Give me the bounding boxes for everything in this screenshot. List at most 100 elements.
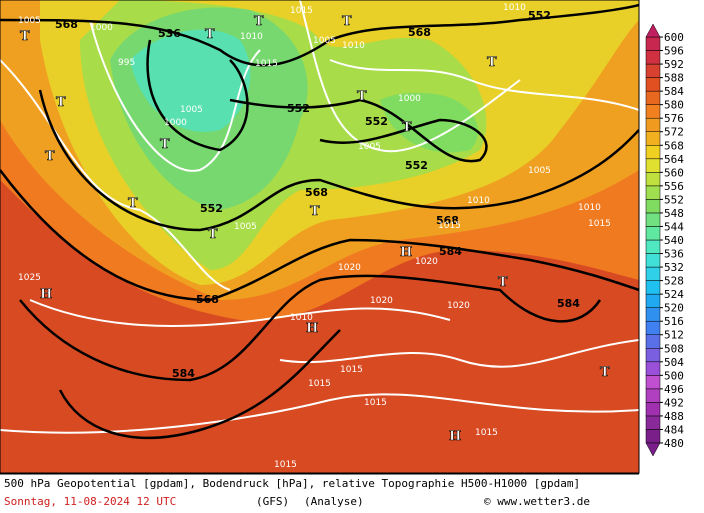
colorbar-label: 520 — [664, 302, 684, 315]
geopotential-label: 568 — [305, 186, 328, 199]
pressure-center: T — [45, 149, 55, 164]
colorbar-arrow — [645, 442, 661, 457]
isobar-label: 1010 — [240, 32, 263, 42]
pressure-center: T — [254, 14, 264, 29]
colorbar-segment — [645, 63, 661, 78]
colorbar-segment — [645, 375, 661, 390]
isobar-label: 1010 — [290, 313, 313, 323]
colorbar-label: 516 — [664, 315, 684, 328]
colorbar-label: 572 — [664, 126, 684, 139]
isobar-label: 1010 — [467, 196, 490, 206]
colorbar-segment — [645, 212, 661, 227]
colorbar-label: 480 — [664, 437, 684, 450]
colorbar-label: 504 — [664, 356, 684, 369]
isobar-label: 1015 — [588, 219, 611, 229]
isobar-label: 1015 — [274, 460, 297, 470]
colorbar-segment — [645, 320, 661, 335]
colorbar-label: 600 — [664, 31, 684, 44]
colorbar-label: 580 — [664, 99, 684, 112]
geopotential-label: 568 — [436, 214, 459, 227]
isobar-label: 1020 — [338, 263, 361, 273]
colorbar: 4804844884924965005045085125165205245285… — [645, 23, 684, 457]
geopotential-label: 584 — [557, 297, 580, 310]
isobar-label: 1005 — [528, 166, 551, 176]
colorbar-label: 552 — [664, 193, 684, 206]
colorbar-label: 544 — [664, 220, 684, 233]
isobar-label: 1015 — [340, 365, 363, 375]
isobar-label: 1005 — [180, 105, 203, 115]
colorbar-segment — [645, 172, 661, 187]
pressure-center: H — [400, 245, 412, 260]
colorbar-label: 528 — [664, 275, 684, 288]
pressure-center: T — [56, 95, 66, 110]
colorbar-label: 560 — [664, 166, 684, 179]
isobar-label: 1015 — [475, 428, 498, 438]
geopotential-label: 552 — [287, 102, 310, 115]
pressure-center: T — [20, 29, 30, 44]
colorbar-label: 500 — [664, 369, 684, 382]
colorbar-label: 548 — [664, 207, 684, 220]
colorbar-segment — [645, 90, 661, 105]
pressure-center: T — [600, 365, 610, 380]
isobar-label: 1015 — [438, 221, 461, 231]
geopotential-label: 552 — [405, 159, 428, 172]
colorbar-segment — [645, 226, 661, 241]
colorbar-label: 576 — [664, 112, 684, 125]
colorbar-segment — [645, 131, 661, 146]
isobar-label: 1000 — [90, 23, 113, 33]
colorbar-segment — [645, 117, 661, 132]
colorbar-segment — [645, 334, 661, 349]
colorbar-segment — [645, 266, 661, 281]
colorbar-arrow — [645, 23, 661, 38]
colorbar-label: 564 — [664, 153, 684, 166]
isobar-label: 1000 — [164, 118, 187, 128]
colorbar-segment — [645, 307, 661, 322]
geopotential-label: 568 — [55, 18, 78, 31]
colorbar-label: 588 — [664, 72, 684, 85]
isobars — [0, 0, 639, 434]
colorbar-label: 592 — [664, 58, 684, 71]
colorbar-label: 540 — [664, 234, 684, 247]
colorbar-label: 512 — [664, 329, 684, 342]
colorbar-segment — [645, 50, 661, 65]
colorbar-segment — [645, 429, 661, 444]
geopotential-label: 584 — [172, 367, 195, 380]
pressure-center: H — [306, 321, 318, 336]
colorbar-label: 556 — [664, 180, 684, 193]
pressure-center: T — [342, 14, 352, 29]
colorbar-segment — [645, 388, 661, 403]
colorbar-label: 532 — [664, 261, 684, 274]
colorbar-segment — [645, 145, 661, 160]
colorbar-label: 492 — [664, 396, 684, 409]
footer-date: Sonntag, 11-08-2024 12 UTC — [4, 495, 176, 508]
geopotential-label: 536 — [158, 27, 181, 40]
colorbar-label: 524 — [664, 288, 684, 301]
colorbar-label: 508 — [664, 342, 684, 355]
geopotential-contours — [0, 3, 639, 440]
pressure-center: T — [128, 196, 138, 211]
pressure-center: T — [402, 120, 412, 135]
isobar-label: 1000 — [398, 94, 421, 104]
colorbar-label: 536 — [664, 248, 684, 261]
colorbar-segment — [645, 36, 661, 51]
geopotential-label: 552 — [200, 202, 223, 215]
footer-source: © www.wetter3.de — [484, 495, 590, 508]
isobar-label: 1010 — [578, 203, 601, 213]
colorbar-segment — [645, 361, 661, 376]
geopotential-label: 568 — [408, 26, 431, 39]
footer-run: (Analyse) — [304, 495, 364, 508]
colorbar-segment — [645, 280, 661, 295]
isobar-label: 1010 — [503, 3, 526, 13]
pressure-center: T — [160, 137, 170, 152]
colorbar-label: 568 — [664, 139, 684, 152]
colorbar-segment — [645, 199, 661, 214]
colorbar-segment — [645, 415, 661, 430]
colorbar-label: 488 — [664, 410, 684, 423]
colorbar-segment — [645, 185, 661, 200]
footer-model: (GFS) — [256, 495, 289, 508]
colorbar-segment — [645, 293, 661, 308]
pressure-center: T — [310, 204, 320, 219]
pressure-center: T — [205, 27, 215, 42]
